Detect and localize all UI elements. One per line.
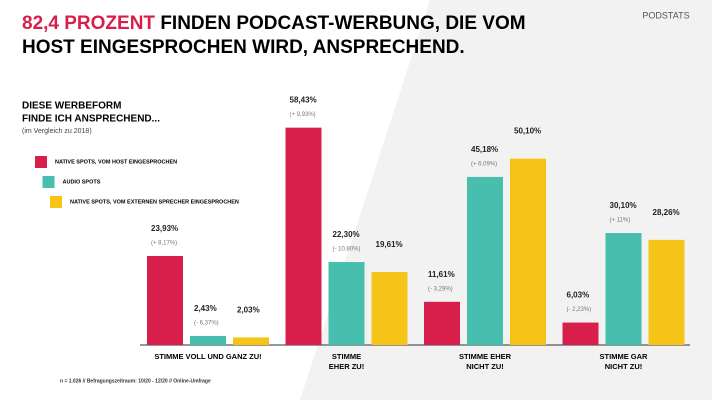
title-line: FINDEN PODCAST-WERBUNG, DIE VOM [160,13,525,34]
x-tick-label: EHER ZU! [329,362,364,371]
value-label: 22,30% [333,230,360,239]
value-label: 30,10% [610,201,637,210]
bar [371,272,408,345]
value-label: 19,61% [376,240,403,249]
bar [562,322,599,345]
legend-label: NATIVE SPOTS, VOM EXTERNEN SPRECHER EING… [70,199,239,205]
value-label: 28,26% [653,208,680,217]
legend-label: NATIVE SPOTS, VOM HOST EINGESPROCHEN [55,159,177,165]
subtitle: FINDE ICH ANSPRECHEND... [22,114,160,125]
title-highlight: 82,4 PROZENT [22,13,155,34]
x-tick-label: STIMME VOLL UND GANZ ZU! [154,352,261,361]
x-tick-label: STIMME GAR [600,352,648,361]
chart-title: 82,4 PROZENT FINDEN PODCAST-WERBUNG, DIE… [22,13,526,34]
value-label: 2,03% [237,306,260,315]
legend-swatch [42,176,55,188]
change-label: (- 2,23%) [567,307,592,313]
change-label: (- 6,37%) [194,321,219,327]
bar [190,335,226,345]
change-label: (- 10,80%) [333,247,361,253]
x-tick-label: STIMME [332,352,361,361]
value-label: 2,43% [194,304,217,313]
bar [328,262,365,345]
bar [147,255,183,345]
value-label: 58,43% [290,96,317,105]
legend-label: AUDIO SPOTS [63,179,101,185]
note: (im Vergleich zu 2018) [22,128,92,135]
value-label: 6,03% [567,291,590,300]
legend-swatch [35,156,47,168]
x-tick-label: NICHT ZU! [466,362,504,371]
bar [233,337,269,345]
bar [648,239,685,345]
value-label: 45,18% [471,145,498,154]
bar [510,158,546,345]
logo: PODSTATS [642,10,689,20]
change-label: (+ 11%) [610,218,631,224]
bar [285,127,322,345]
change-label: (+ 8,17%) [151,241,177,247]
change-label: (+ 6,09%) [471,162,497,168]
legend-swatch [50,196,62,208]
value-label: 23,93% [151,224,178,233]
value-label: 11,61% [428,270,455,279]
bar [467,176,503,345]
bar [424,301,460,345]
x-tick-label: NICHT ZU! [605,362,643,371]
subtitle: DIESE WERBEFORM [22,101,121,112]
value-label: 50,10% [514,127,541,136]
change-label: (- 3,29%) [428,286,453,292]
x-tick-label: STIMME EHER [459,352,512,361]
footer: n = 1.026 // Befragungszeitraum: 10/20 -… [60,378,211,384]
title-line: HOST EINGESPROCHEN WIRD, ANSPRECHEND. [22,37,465,58]
bar [605,233,642,345]
change-label: (+ 9,93%) [290,112,316,118]
